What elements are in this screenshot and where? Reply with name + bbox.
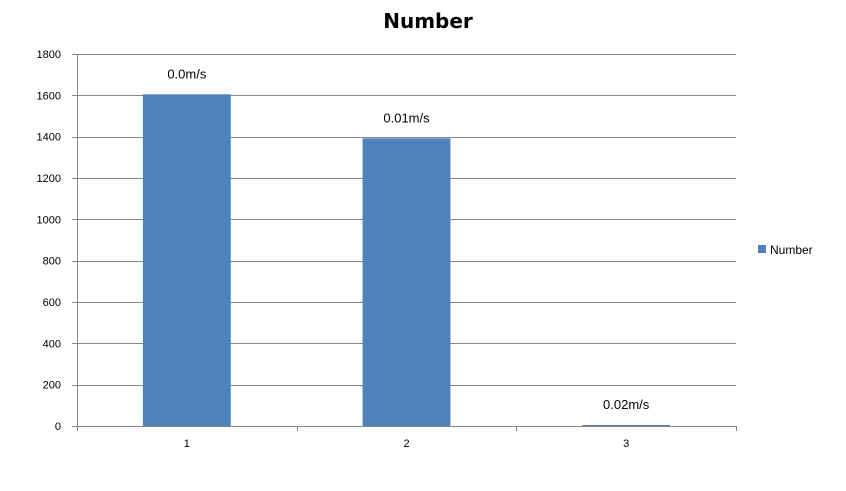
- axes: 0 200 400 600 800 1000 1200 1400 1600 1800 1 2 3: [37, 49, 737, 450]
- data-labels: 0.0m/s 0.01m/s 0.02m/s: [167, 66, 649, 412]
- x-tick-label: 3: [623, 438, 629, 450]
- bar: [142, 94, 231, 427]
- y-tick-label: 200: [43, 380, 61, 392]
- data-label: 0.01m/s: [383, 110, 430, 125]
- y-tick-label: 1800: [37, 49, 61, 61]
- bar-series: [142, 94, 671, 427]
- y-tick-label: 1600: [37, 90, 61, 102]
- legend-label: Number: [770, 243, 813, 257]
- legend-swatch: [758, 245, 766, 253]
- chart-title: Number: [383, 9, 473, 33]
- x-tick-label: 2: [403, 438, 409, 450]
- y-tick-label: 1000: [37, 214, 61, 226]
- y-tick-label: 400: [43, 338, 61, 350]
- data-label: 0.0m/s: [167, 66, 207, 81]
- y-tick-label: 1200: [37, 173, 61, 185]
- x-tick-label: 1: [184, 438, 190, 450]
- bar: [582, 425, 671, 426]
- y-tick-label: 800: [43, 256, 61, 268]
- data-label: 0.02m/s: [603, 397, 650, 412]
- y-tick-label: 0: [55, 421, 61, 433]
- y-tick-label: 1400: [37, 132, 61, 144]
- y-tick-label: 600: [43, 297, 61, 309]
- legend: Number: [758, 243, 813, 257]
- bar: [362, 138, 451, 426]
